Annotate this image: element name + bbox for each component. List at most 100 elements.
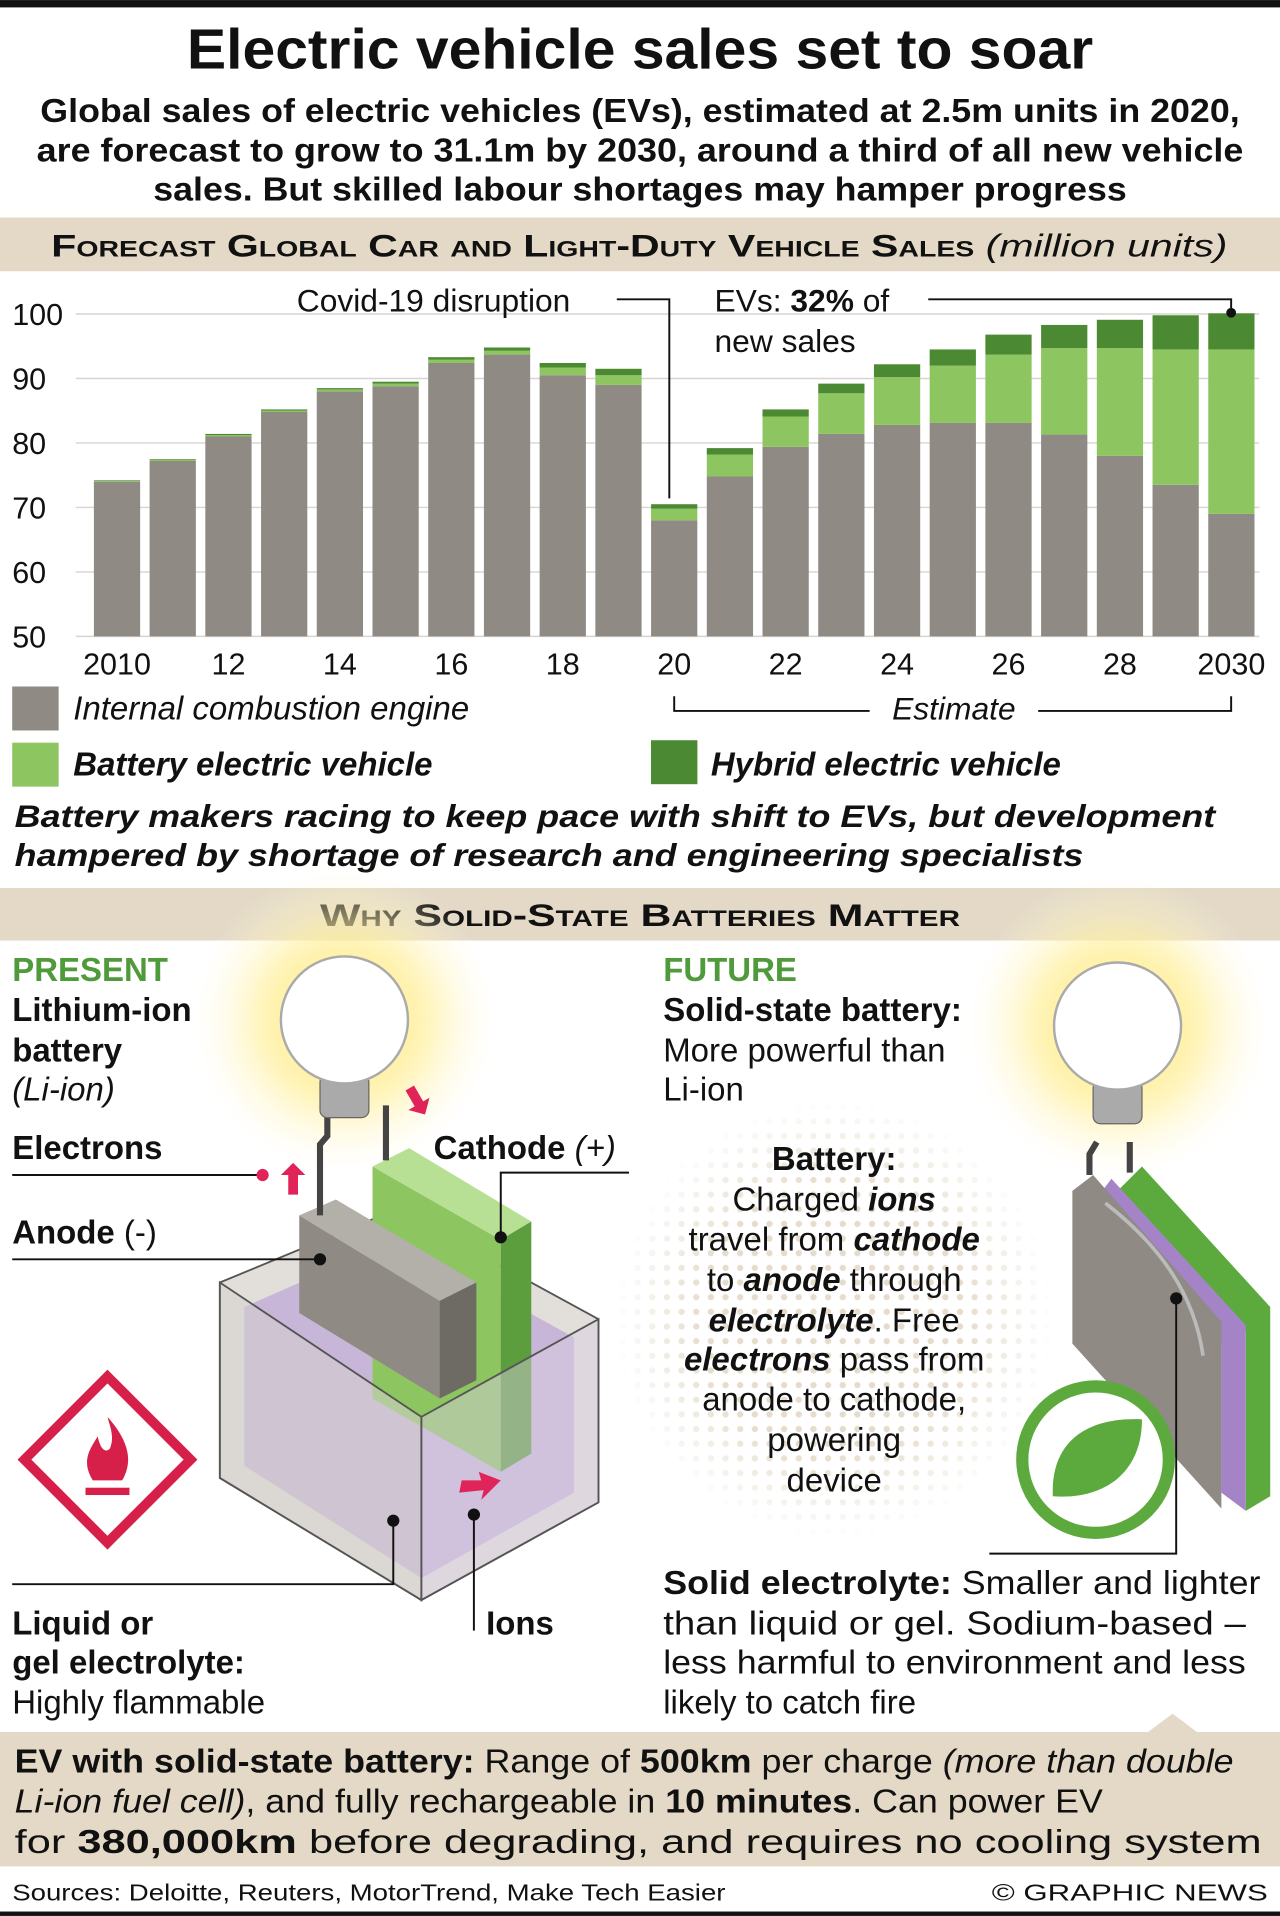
chart-unit: (million units): [986, 228, 1228, 264]
bar-segment: [261, 410, 308, 412]
explainer-part: electrolyte: [709, 1301, 874, 1338]
summary-part: per charge: [752, 1742, 943, 1779]
label: Cathode (+): [434, 1129, 616, 1166]
bar-segment: [762, 409, 809, 417]
cathode-top: [372, 1148, 532, 1240]
explainer-part: pass from: [831, 1340, 985, 1377]
wires: [316, 1105, 390, 1216]
annotation: Covid-19 disruption: [297, 283, 571, 319]
bar-segment: [873, 424, 921, 637]
bar-segment: [1041, 324, 1088, 349]
label: likely to catch fire: [663, 1684, 916, 1721]
bar-segment: [539, 375, 586, 637]
y-tick-label: 60: [12, 556, 46, 590]
bar-segment: [205, 433, 252, 436]
halftone: [614, 1099, 1055, 1540]
x-tick-label: 26: [992, 647, 1026, 681]
bar-segment: [818, 393, 865, 434]
flame-base: [85, 1487, 130, 1496]
subtitle: are forecast to grow to 31.1m by 2030, a…: [37, 131, 1244, 168]
legend-swatch: [650, 740, 698, 785]
explainer-line: electrons pass from: [684, 1340, 984, 1377]
bar-segment: [93, 480, 141, 481]
bar-segment: [1152, 484, 1199, 637]
y-tick-label: 100: [12, 298, 63, 332]
bar-segment: [595, 384, 642, 637]
bar-segment: [93, 481, 141, 637]
explainer-part: through: [841, 1261, 962, 1298]
leader-dot: [256, 1168, 269, 1182]
leader: [12, 1520, 395, 1586]
explainer-part: to: [707, 1261, 744, 1298]
label: Solid electrolyte: Smaller and lighter: [663, 1564, 1260, 1601]
bar-segment: [985, 354, 1032, 423]
explainer-part: cathode: [853, 1221, 979, 1258]
summary-part: (more than double: [943, 1742, 1234, 1779]
bar-segment: [372, 383, 419, 387]
explainer-line: anode to cathode,: [702, 1381, 966, 1418]
summary-part: , and fully rechargeable in: [245, 1783, 665, 1820]
label: than liquid or gel. Sodium-based –: [663, 1604, 1246, 1641]
annotation: EVs: 32% of: [715, 283, 890, 319]
sources: Sources: Deloitte, Reuters, MotorTrend, …: [12, 1880, 726, 1906]
bar-segment: [316, 391, 364, 637]
anode: [1072, 1175, 1222, 1509]
curve: [1104, 1201, 1205, 1357]
bar-segment: [706, 448, 754, 455]
explainer-line: travel from cathode: [689, 1221, 980, 1258]
bottom-rule: [0, 1911, 1280, 1916]
ion-arrow: [459, 1471, 501, 1500]
legend-label: Battery electric vehicle: [73, 746, 432, 783]
solid-state-battery: [1016, 961, 1271, 1540]
cathode: [1117, 1166, 1271, 1511]
bar-segment: [651, 520, 698, 637]
bar-segment: [929, 422, 976, 637]
subtitle: Global sales of electric vehicles (EVs),…: [40, 92, 1239, 129]
explainer-part: ions: [868, 1180, 936, 1217]
estimate-bracket: [673, 696, 1233, 712]
bar-segment: [483, 354, 531, 637]
summary-line: for 380,000km before degrading, and requ…: [15, 1823, 1262, 1860]
bar-segment: [651, 508, 698, 521]
note: Battery makers racing to keep pace with …: [15, 798, 1217, 834]
bar-segment: [762, 446, 809, 637]
credit: © GRAPHIC NEWS: [992, 1880, 1268, 1906]
bar-segment: [149, 461, 196, 637]
leader-dot: [313, 1253, 327, 1266]
summary-part: Range of: [475, 1742, 640, 1779]
bar-chart: 50 60 70 80 90 100 2010 12 14 16 18 20 22 24 26 28 2030: [12, 298, 1265, 681]
anode-top: [299, 1199, 477, 1301]
bar-segment: [205, 436, 252, 637]
container-side: [420, 1317, 600, 1602]
leader: [499, 1171, 630, 1238]
bar-segment: [539, 367, 586, 376]
leader: [989, 1298, 1178, 1555]
legend-swatch: [12, 742, 59, 787]
summary-part: before degrading, and requires no coolin…: [297, 1823, 1262, 1860]
anode: [299, 1215, 440, 1399]
bar-segment: [372, 386, 419, 637]
leader-dot: [494, 1231, 507, 1244]
label: less harmful to environment and less: [663, 1643, 1246, 1680]
annotation-part: EVs:: [715, 283, 791, 319]
bar-segment: [1041, 348, 1088, 435]
explainer: Battery: Charged ions travel from cathod…: [684, 1140, 984, 1498]
section-band: [0, 217, 1280, 272]
anode-side: [439, 1282, 477, 1399]
bar-segment: [1096, 348, 1144, 456]
bar-segment: [1096, 455, 1144, 637]
title: Electric vehicle sales set to soar: [187, 17, 1093, 80]
electron-arrow: [280, 1162, 306, 1195]
bar-segment: [483, 347, 531, 351]
summary-part: 380,000km: [77, 1823, 297, 1860]
label: Liquid or: [12, 1604, 153, 1641]
x-tick-label: 2010: [83, 647, 151, 681]
heading: PRESENT: [12, 951, 168, 988]
x-tick-label: 28: [1103, 647, 1137, 681]
bar-segment: [818, 433, 865, 637]
top-rule: [0, 0, 1280, 8]
legend-label: Internal combustion engine: [73, 689, 469, 726]
bar-segment: [149, 459, 196, 460]
heading: FUTURE: [663, 951, 797, 988]
